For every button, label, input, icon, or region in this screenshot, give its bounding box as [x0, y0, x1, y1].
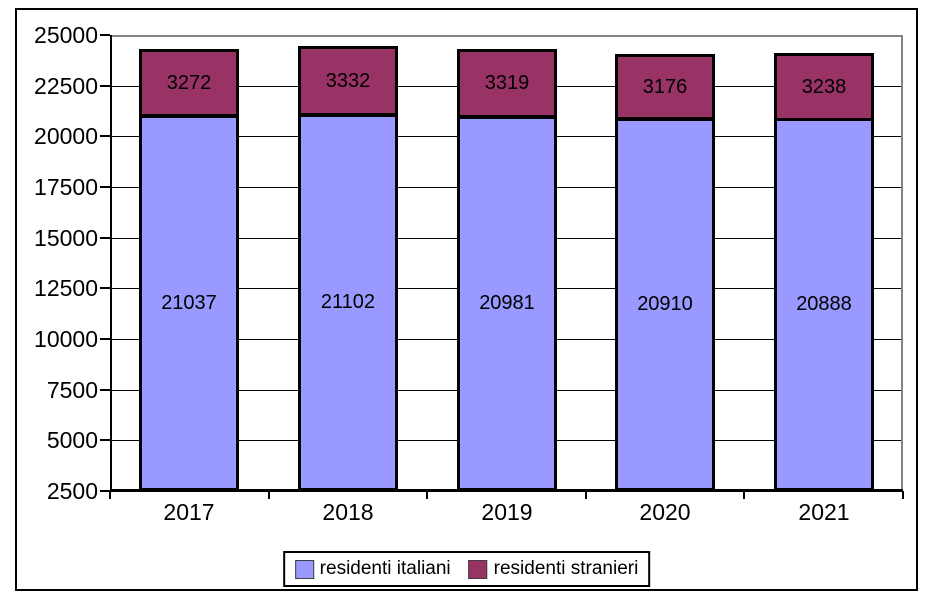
- bar-value-label: 20981: [479, 292, 535, 314]
- x-tick-4: [743, 491, 745, 499]
- x-axis-label-2021: 2021: [798, 499, 850, 525]
- x-axis-label-2017: 2017: [163, 499, 215, 525]
- plot-border-top: [110, 35, 903, 37]
- y-tick-5000: [100, 439, 110, 441]
- bar-2021-residenti-italiani: 20888: [774, 118, 874, 491]
- legend-label-residenti-stranieri: residenti stranieri: [493, 558, 639, 579]
- x-tick-1: [268, 491, 270, 499]
- x-axis-label-2019: 2019: [481, 499, 533, 525]
- y-tick-15000: [100, 237, 110, 239]
- y-axis-label-17500: 17500: [34, 174, 98, 200]
- bar-2019-residenti-italiani: 20981: [457, 116, 557, 491]
- y-tick-2500: [100, 490, 110, 492]
- y-axis-label-7500: 7500: [46, 377, 98, 403]
- y-axis-label-12500: 12500: [34, 275, 98, 301]
- legend-swatch-residenti-stranieri-icon: [468, 559, 488, 579]
- legend: residenti italiani residenti stranieri: [282, 551, 651, 587]
- bar-2020-residenti-italiani: 20910: [615, 118, 715, 491]
- bar-value-label: 3238: [801, 75, 847, 98]
- bar-value-label: 21102: [320, 291, 376, 313]
- bar-value-label: 21037: [161, 291, 217, 314]
- bar-2017-residenti-italiani: 21037: [139, 115, 239, 491]
- y-tick-25000: [100, 34, 110, 36]
- bar-2018-residenti-italiani: 21102: [298, 114, 398, 491]
- bar-value-label: 3319: [484, 72, 530, 94]
- y-axis-label-25000: 25000: [34, 22, 98, 48]
- bar-value-label: 20888: [796, 293, 852, 315]
- x-tick-5: [902, 491, 904, 499]
- plot-border-right: [901, 35, 903, 491]
- x-tick-3: [585, 491, 587, 499]
- y-tick-20000: [100, 135, 110, 137]
- y-tick-10000: [100, 338, 110, 340]
- bar-2021-residenti-stranieri: 3238: [774, 53, 874, 121]
- y-axis-label-10000: 10000: [34, 326, 98, 352]
- y-axis-label-2500: 2500: [46, 478, 98, 504]
- bar-2019-residenti-stranieri: 3319: [457, 49, 557, 118]
- x-axis-label-2018: 2018: [322, 499, 374, 525]
- bar-value-label: 3272: [166, 71, 212, 94]
- legend-swatch-residenti-italiani-icon: [294, 559, 314, 579]
- legend-item-residenti-italiani: residenti italiani: [294, 558, 451, 580]
- x-tick-0: [109, 491, 111, 499]
- y-axis-label-5000: 5000: [46, 427, 98, 453]
- y-axis-line: [110, 35, 112, 491]
- y-tick-17500: [100, 186, 110, 188]
- y-axis-label-22500: 22500: [34, 73, 98, 99]
- bar-value-label: 3176: [642, 75, 688, 98]
- y-tick-12500: [100, 287, 110, 289]
- x-tick-2: [426, 491, 428, 499]
- bar-2018-residenti-stranieri: 3332: [298, 46, 398, 116]
- legend-label-residenti-italiani: residenti italiani: [319, 558, 451, 579]
- y-tick-7500: [100, 389, 110, 391]
- y-tick-22500: [100, 85, 110, 87]
- bar-value-label: 3332: [325, 69, 371, 92]
- x-axis-label-2020: 2020: [639, 499, 691, 525]
- legend-item-residenti-stranieri: residenti stranieri: [468, 558, 639, 580]
- bar-2020-residenti-stranieri: 3176: [615, 54, 715, 120]
- y-axis-label-15000: 15000: [34, 225, 98, 251]
- bar-value-label: 20910: [637, 293, 693, 315]
- bar-2017-residenti-stranieri: 3272: [139, 49, 239, 117]
- y-axis-label-20000: 20000: [34, 123, 98, 149]
